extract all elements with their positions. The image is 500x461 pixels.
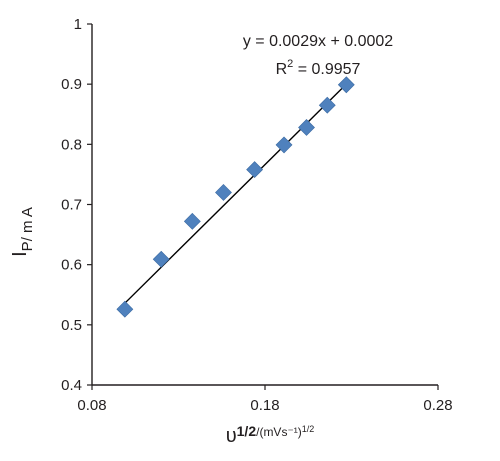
y-tick-label: 0.6 bbox=[61, 257, 82, 274]
y-tick-label: 0.9 bbox=[61, 76, 82, 93]
data-point bbox=[246, 161, 264, 179]
trendline-group bbox=[124, 83, 347, 304]
y-tick-label: 1 bbox=[74, 16, 82, 33]
x-axis-label: υ1/2/(mVs⁻¹)1/2 bbox=[226, 423, 315, 447]
y-tick-label: 0.8 bbox=[61, 136, 82, 153]
y-tick-label: 0.5 bbox=[61, 317, 82, 334]
data-point bbox=[183, 212, 201, 230]
equation-annotation: y = 0.0029x + 0.0002 bbox=[243, 33, 393, 50]
data-point bbox=[298, 119, 315, 136]
x-tick-label: 0.18 bbox=[250, 397, 279, 414]
r-squared-annotation: R2 = 0.9957 bbox=[276, 58, 361, 78]
data-point bbox=[275, 136, 293, 154]
data-point bbox=[215, 184, 232, 201]
data-point bbox=[337, 76, 355, 94]
x-tick-label: 0.28 bbox=[423, 397, 452, 414]
data-point bbox=[318, 96, 336, 114]
data-point bbox=[116, 300, 134, 318]
x-tick-label: 0.08 bbox=[77, 397, 106, 414]
y-tick-label: 0.7 bbox=[61, 197, 82, 214]
axes: 0.4 0.5 0.6 0.7 0.8 0.9 1 0.08 0.18 0.28 bbox=[61, 16, 452, 414]
data-points bbox=[116, 76, 355, 318]
trendline bbox=[124, 83, 347, 304]
y-tick-label: 0.4 bbox=[61, 377, 82, 394]
data-point bbox=[152, 250, 170, 268]
y-axis-label: IP/ m A bbox=[9, 207, 36, 257]
